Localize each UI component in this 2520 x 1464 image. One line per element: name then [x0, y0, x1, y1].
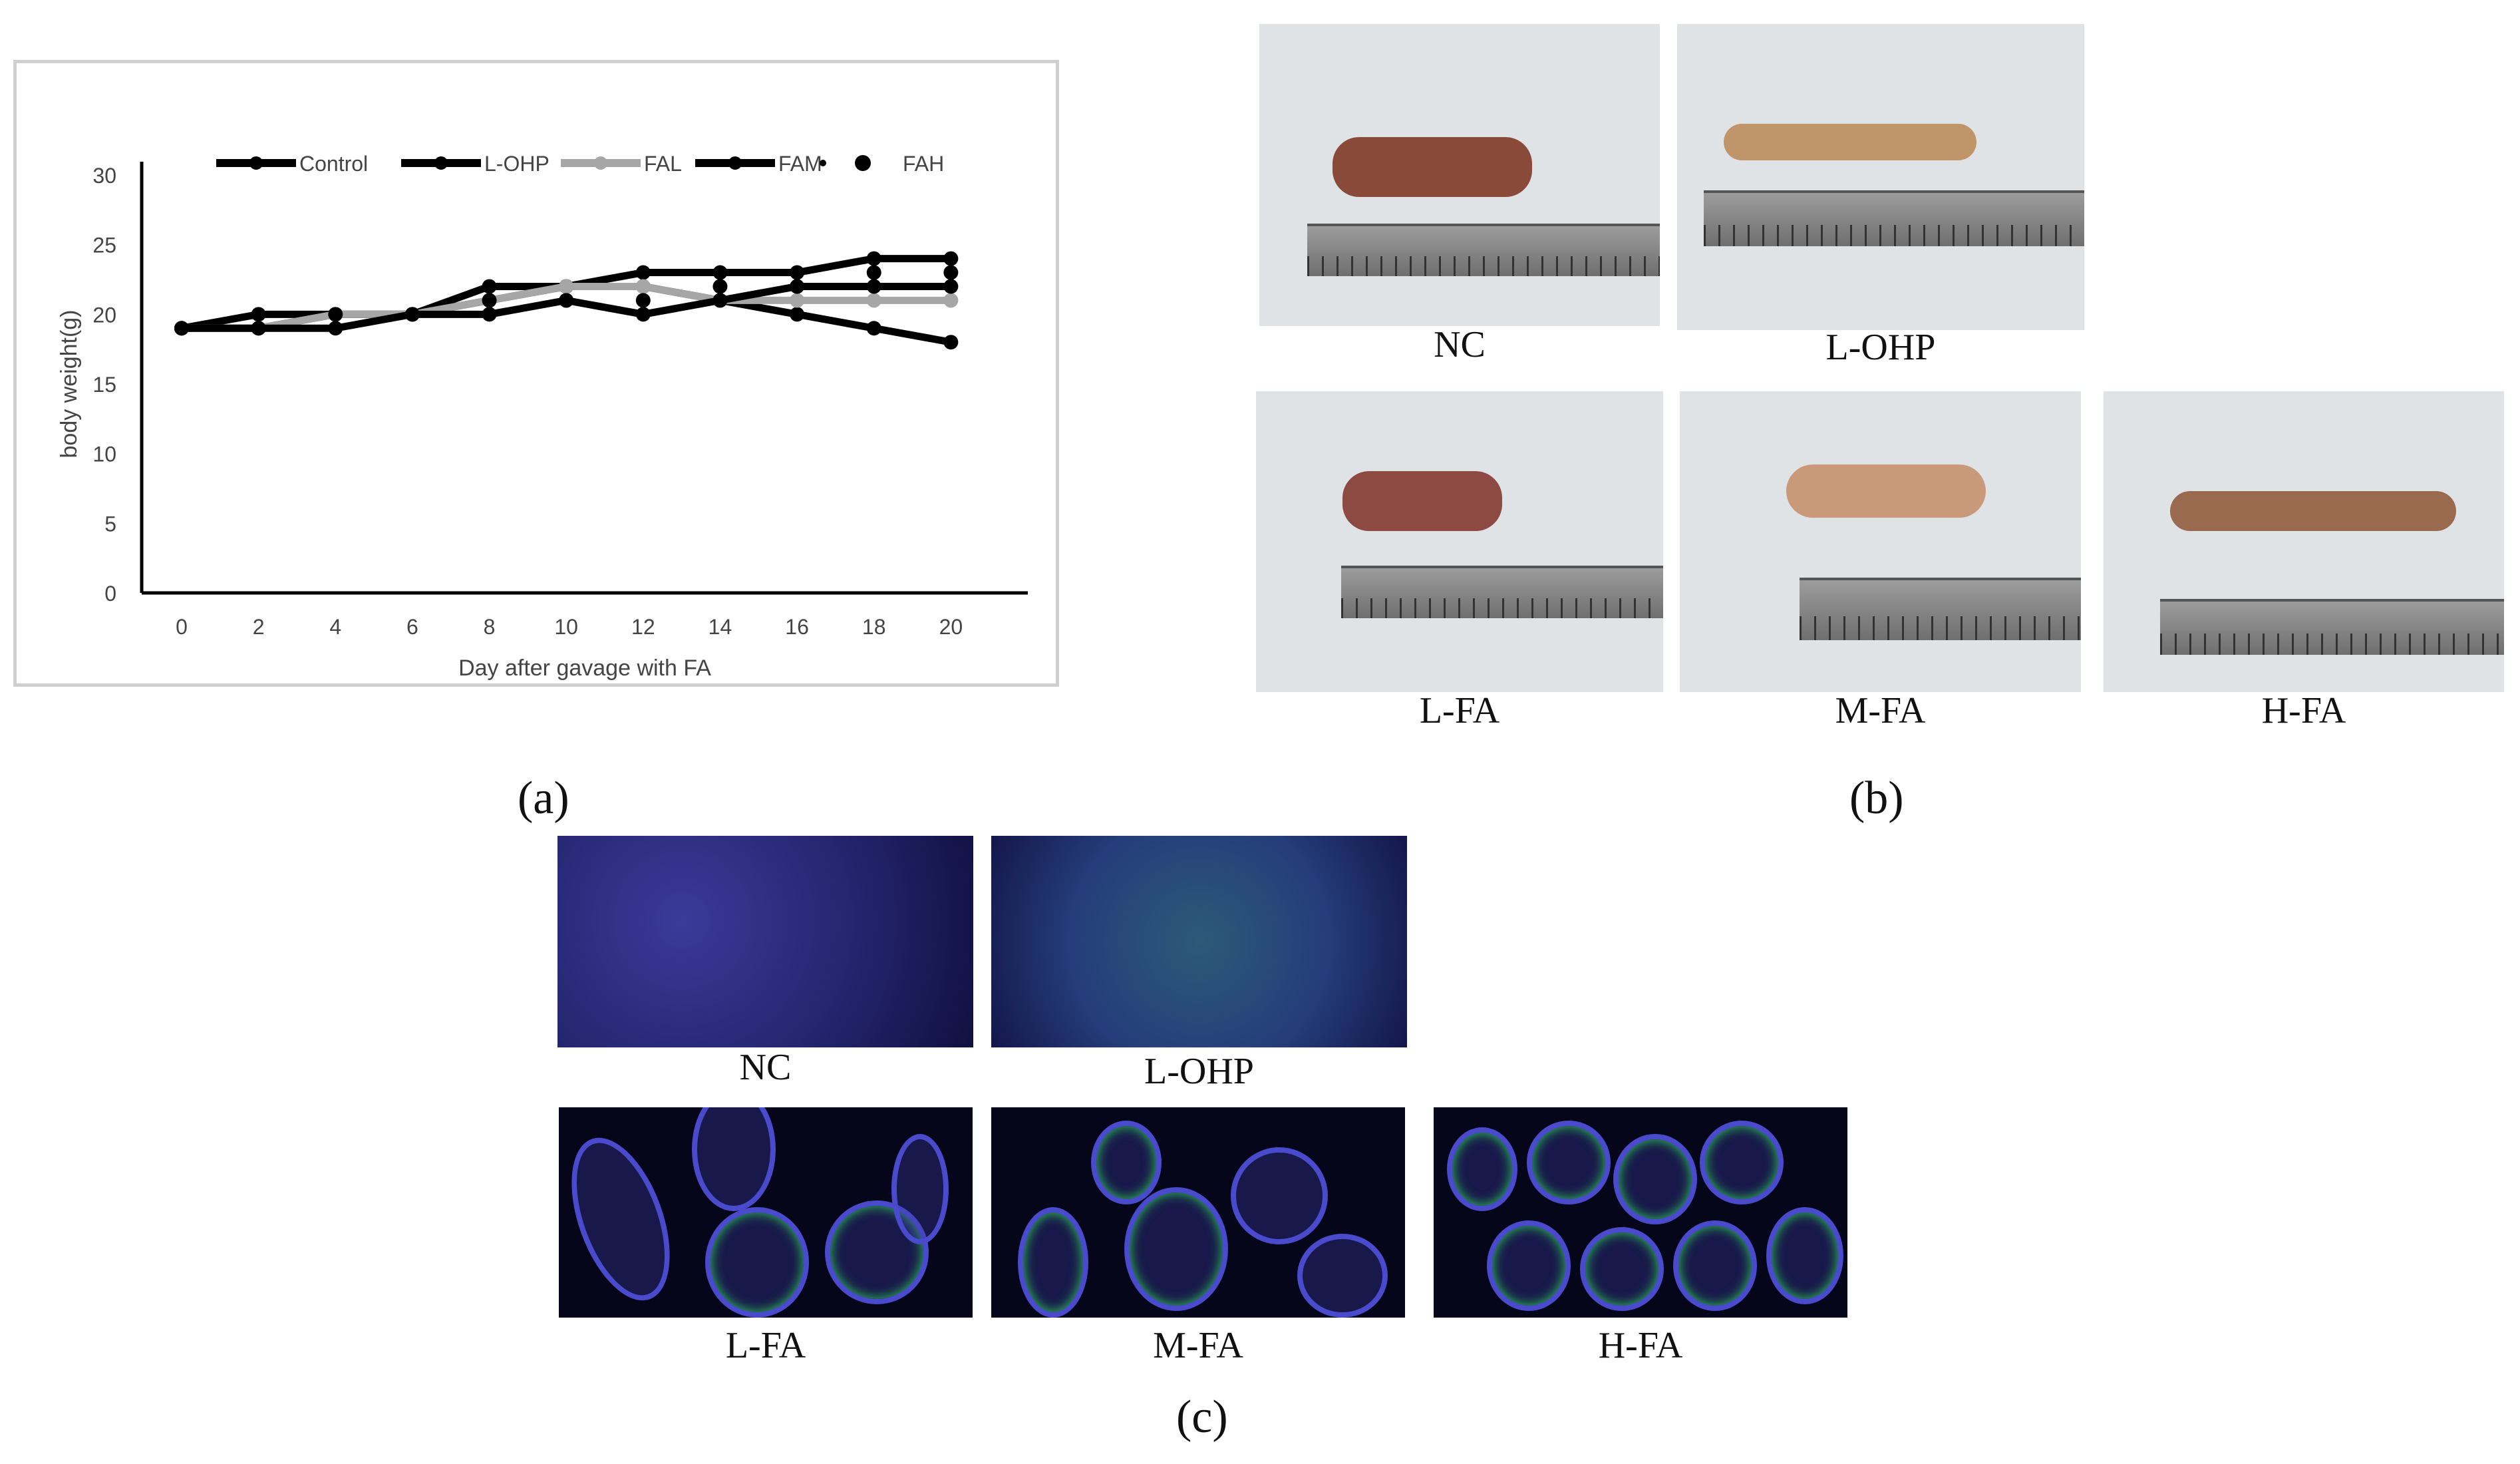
- data-point-Control: [866, 251, 881, 266]
- data-point-FAL: [790, 293, 805, 308]
- data-point-FAM: [712, 293, 728, 308]
- fluorescence-hfa: [1434, 1107, 1847, 1318]
- caption-c-lfa: L-FA: [725, 1325, 806, 1366]
- legend-label-L-OHP: L-OHP: [484, 152, 550, 176]
- panel-label-b: (b): [1849, 773, 1904, 824]
- y-tick-label: 10: [92, 443, 116, 466]
- caption-b-lohp: L-OHP: [1825, 327, 1936, 368]
- photo-mfa: [1680, 391, 2081, 692]
- y-tick-label: 5: [104, 512, 116, 536]
- caption-b-hfa: H-FA: [2261, 690, 2346, 731]
- legend-label-FAH: FAH: [903, 152, 944, 176]
- x-tick-label: 14: [709, 615, 732, 639]
- y-tick-label: 15: [92, 373, 116, 397]
- y-tick-label: 20: [92, 303, 116, 327]
- fluorescence-mfa: [991, 1107, 1405, 1318]
- legend-marker-FAH: [855, 155, 871, 171]
- photo-hfa: [2104, 391, 2504, 692]
- data-point-FAM: [635, 307, 651, 322]
- x-tick-label: 16: [785, 615, 809, 639]
- caption-c-lohp: L-OHP: [1144, 1051, 1254, 1092]
- y-tick-label: 0: [104, 582, 116, 606]
- photo-nc: [1259, 24, 1660, 326]
- data-point-FAH: [866, 265, 881, 280]
- data-point-FAH: [328, 307, 343, 322]
- y-tick-label: 25: [92, 234, 116, 258]
- legend-label-FAM: FAM: [778, 152, 822, 176]
- data-point-FAL: [943, 293, 959, 308]
- data-point-FAH: [943, 265, 959, 280]
- caption-b-mfa: M-FA: [1835, 690, 1926, 731]
- legend-marker-FAL: [594, 156, 607, 170]
- data-point-Control: [482, 279, 497, 294]
- caption-c-hfa: H-FA: [1598, 1325, 1683, 1366]
- x-tick-label: 8: [484, 615, 496, 639]
- x-tick-label: 20: [939, 615, 963, 639]
- x-axis-label: Day after gavage with FA: [458, 655, 711, 681]
- body-weight-chart: 0 5 10 15 20 25 30 0 2 4 6 8 10 12 14 16 18 20 Day after g…: [57, 152, 1028, 681]
- data-point-Control: [790, 265, 805, 280]
- legend-marker-Control: [249, 156, 263, 170]
- data-point-FAM: [482, 307, 497, 322]
- data-point-L-OHP: [251, 307, 266, 322]
- data-point-L-OHP: [866, 321, 881, 336]
- x-tick-label: 6: [406, 615, 418, 639]
- data-point-L-OHP: [943, 335, 959, 350]
- caption-c-nc: NC: [739, 1047, 792, 1088]
- x-tick-label: 18: [862, 615, 886, 639]
- data-point-FAL: [559, 279, 574, 294]
- y-axis-label: body weight(g): [57, 309, 82, 458]
- y-tick-label: 30: [92, 164, 116, 188]
- fluorescence-lfa: [559, 1107, 973, 1318]
- data-point-FAM: [328, 321, 343, 336]
- data-point-FAH: [559, 293, 574, 308]
- fluorescence-lohp: [991, 836, 1407, 1047]
- legend-label-Control: Control: [299, 152, 368, 176]
- data-point-FAL: [866, 293, 881, 308]
- caption-c-mfa: M-FA: [1153, 1325, 1243, 1366]
- legend-marker-FAM: [728, 156, 742, 170]
- body-weight-chart-panel: 0 5 10 15 20 25 30 0 2 4 6 8 10 12 14 16 18 20 Day after g…: [13, 60, 1059, 687]
- fluorescence-nc: [557, 836, 973, 1047]
- data-point-FAL: [635, 279, 651, 294]
- data-point-FAH: [404, 307, 420, 322]
- panel-label-c: (c): [1176, 1391, 1228, 1443]
- data-point-FAH: [712, 279, 728, 294]
- legend-marker-L-OHP: [434, 156, 448, 170]
- photo-lohp: [1677, 24, 2084, 330]
- data-point-FAM: [943, 279, 959, 294]
- x-tick-label: 0: [176, 615, 188, 639]
- data-point-FAH: [635, 293, 651, 308]
- caption-b-nc: NC: [1434, 324, 1486, 365]
- x-tick-label: 4: [329, 615, 341, 639]
- caption-b-lfa: L-FA: [1419, 690, 1500, 731]
- data-point-FAH: [790, 279, 805, 294]
- x-tick-label: 10: [554, 615, 578, 639]
- panel-label-a: (a): [518, 773, 569, 824]
- data-point-FAM: [866, 279, 881, 294]
- data-point-FAH: [174, 321, 189, 336]
- data-point-L-OHP: [790, 307, 805, 322]
- legend-marker-small-FAH: [820, 160, 826, 166]
- data-point-Control: [943, 251, 959, 266]
- legend-label-FAL: FAL: [644, 152, 682, 176]
- x-tick-label: 2: [253, 615, 265, 639]
- data-point-FAH: [251, 321, 266, 336]
- data-point-Control: [635, 265, 651, 280]
- x-tick-label: 12: [631, 615, 655, 639]
- data-point-Control: [712, 265, 728, 280]
- data-point-FAH: [482, 293, 497, 308]
- photo-lfa: [1256, 391, 1663, 692]
